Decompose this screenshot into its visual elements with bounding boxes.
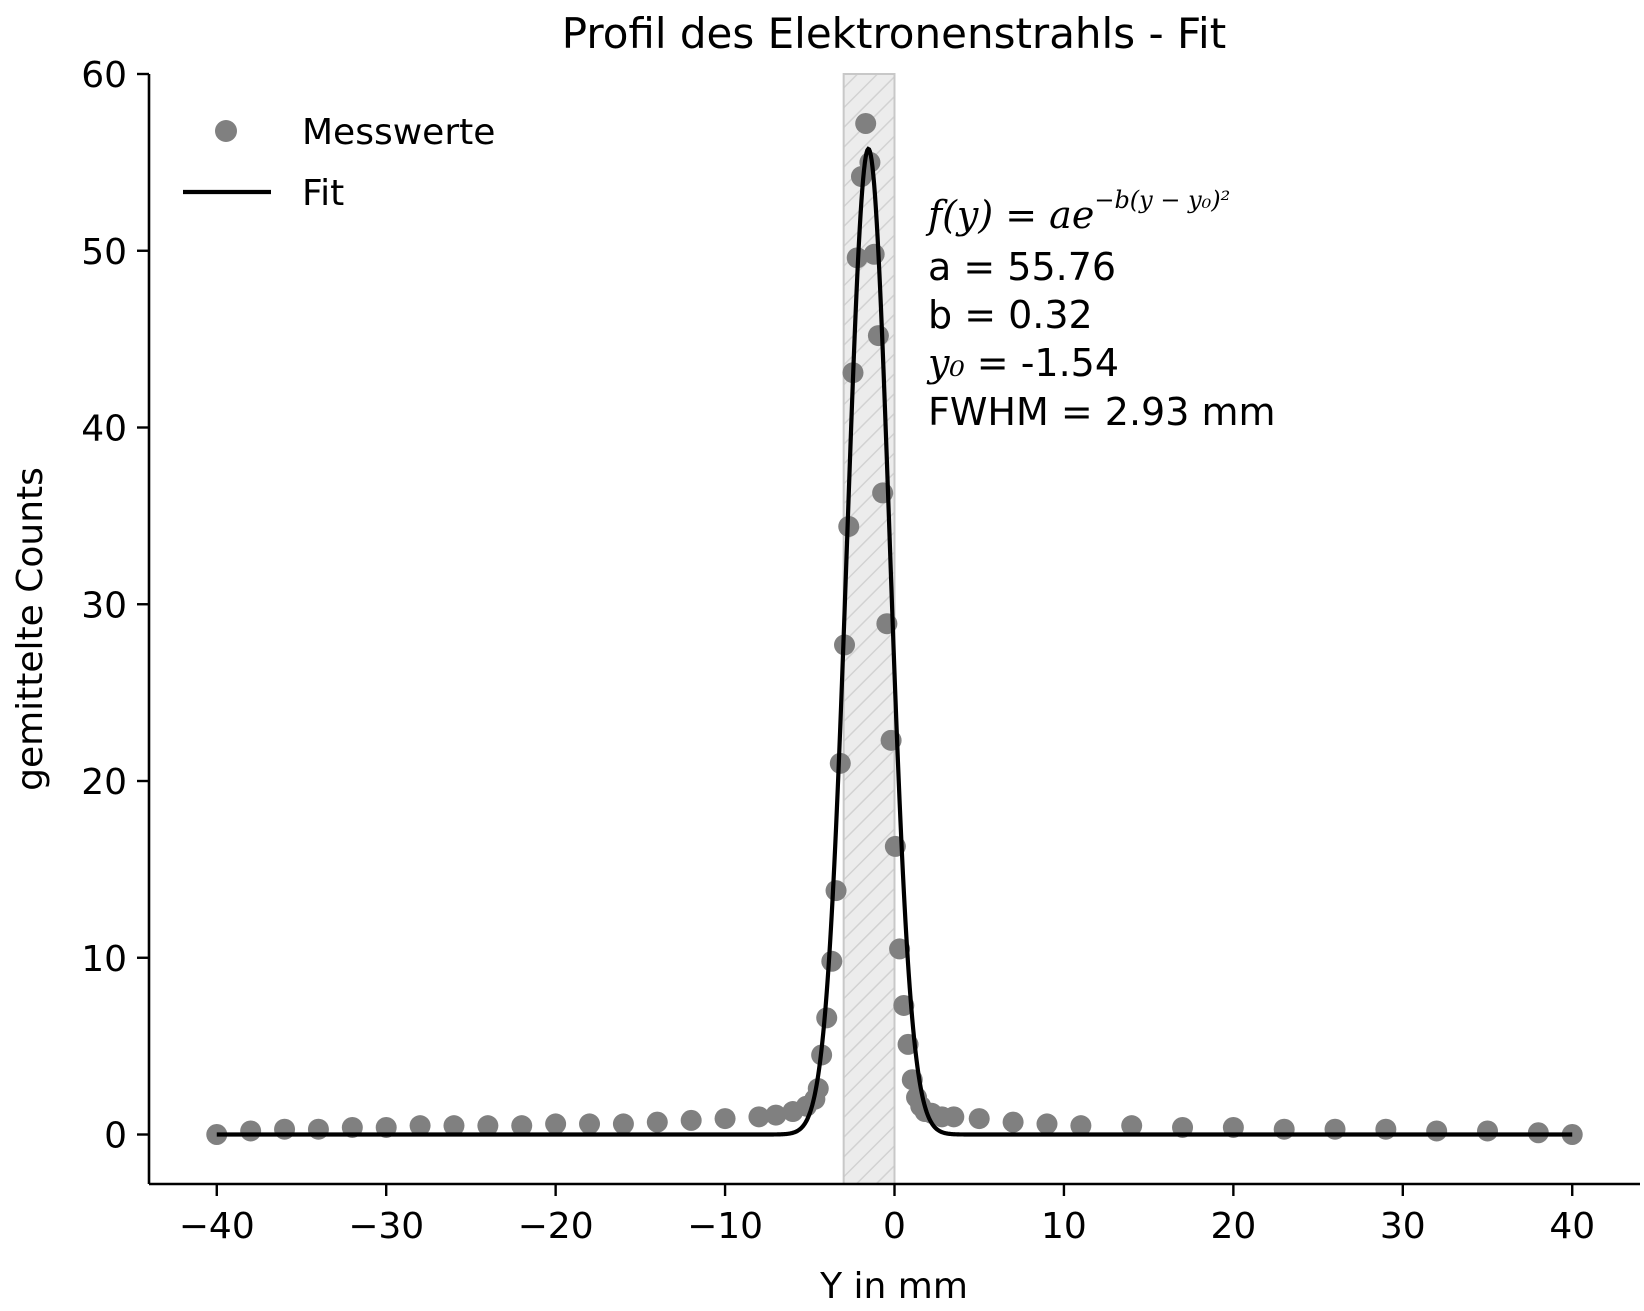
x-tick-label: 0 bbox=[883, 1206, 906, 1247]
data-point bbox=[748, 1106, 770, 1128]
data-point bbox=[821, 950, 843, 972]
data-point bbox=[511, 1115, 533, 1137]
data-point bbox=[943, 1106, 965, 1128]
data-point bbox=[646, 1111, 668, 1133]
x-axis-label: Y in mm bbox=[819, 1266, 968, 1307]
data-point bbox=[863, 243, 885, 265]
y-tick-label: 30 bbox=[81, 585, 127, 626]
data-point bbox=[612, 1113, 634, 1135]
data-point bbox=[825, 880, 847, 902]
y-tick-label: 10 bbox=[81, 939, 127, 980]
data-point bbox=[579, 1113, 601, 1135]
legend-marker-messwerte bbox=[215, 120, 237, 142]
x-tick-label: 40 bbox=[1549, 1206, 1595, 1247]
y-tick-label: 0 bbox=[104, 1116, 127, 1157]
formula-prefix: f(y) = ae bbox=[925, 193, 1094, 237]
x-tick-label: 20 bbox=[1210, 1206, 1256, 1247]
data-point bbox=[545, 1113, 567, 1135]
param-b: b = 0.32 bbox=[928, 293, 1093, 337]
y-axis-ticks: 0 10 20 30 40 50 60 bbox=[81, 55, 149, 1157]
data-point bbox=[1036, 1113, 1058, 1135]
data-point bbox=[855, 112, 877, 134]
x-tick-label: −30 bbox=[348, 1206, 424, 1247]
y-axis-label: gemittelte Counts bbox=[10, 467, 51, 791]
data-point bbox=[714, 1108, 736, 1130]
param-fwhm: FWHM = 2.93 mm bbox=[928, 390, 1276, 434]
data-point bbox=[1426, 1120, 1448, 1142]
param-y0: y₀ = -1.54 bbox=[926, 341, 1119, 385]
data-point bbox=[409, 1115, 431, 1137]
fit-annotation: f(y) = ae−b(y − y₀)² a = 55.76 b = 0.32 … bbox=[925, 186, 1276, 434]
y-tick-label: 50 bbox=[81, 232, 127, 273]
legend: Messwerte Fit bbox=[183, 112, 495, 214]
legend-label-messwerte: Messwerte bbox=[302, 112, 495, 153]
x-axis-ticks: −40 −30 −20 −10 0 10 20 30 40 bbox=[179, 1184, 1595, 1247]
data-point bbox=[443, 1115, 465, 1137]
x-tick-label: 30 bbox=[1380, 1206, 1426, 1247]
param-y0-symbol: y₀ bbox=[926, 341, 965, 385]
fit-line bbox=[216, 146, 1573, 1137]
formula-exponent: −b(y − y₀)² bbox=[1094, 186, 1230, 214]
formula-text: f(y) = ae−b(y − y₀)² bbox=[925, 186, 1230, 237]
x-tick-label: 10 bbox=[1041, 1206, 1087, 1247]
y-tick-label: 60 bbox=[81, 55, 127, 96]
legend-label-fit: Fit bbox=[302, 173, 344, 214]
data-point bbox=[867, 325, 889, 347]
data-point bbox=[477, 1115, 499, 1137]
data-point bbox=[765, 1104, 787, 1126]
x-tick-label: −20 bbox=[518, 1206, 594, 1247]
data-point bbox=[1070, 1115, 1092, 1137]
data-point bbox=[1121, 1115, 1143, 1137]
data-point bbox=[1477, 1120, 1499, 1142]
x-tick-label: −40 bbox=[179, 1206, 255, 1247]
y-tick-label: 20 bbox=[81, 762, 127, 803]
x-tick-label: −10 bbox=[687, 1206, 763, 1247]
data-point bbox=[680, 1109, 702, 1131]
data-point bbox=[1002, 1111, 1024, 1133]
y-tick-label: 40 bbox=[81, 409, 127, 450]
data-points bbox=[206, 112, 1583, 1146]
param-y0-value: = -1.54 bbox=[965, 341, 1119, 385]
data-point bbox=[968, 1108, 990, 1130]
data-point bbox=[240, 1120, 262, 1142]
chart-title: Profil des Elektronenstrahls - Fit bbox=[562, 9, 1226, 58]
param-a: a = 55.76 bbox=[928, 245, 1116, 289]
